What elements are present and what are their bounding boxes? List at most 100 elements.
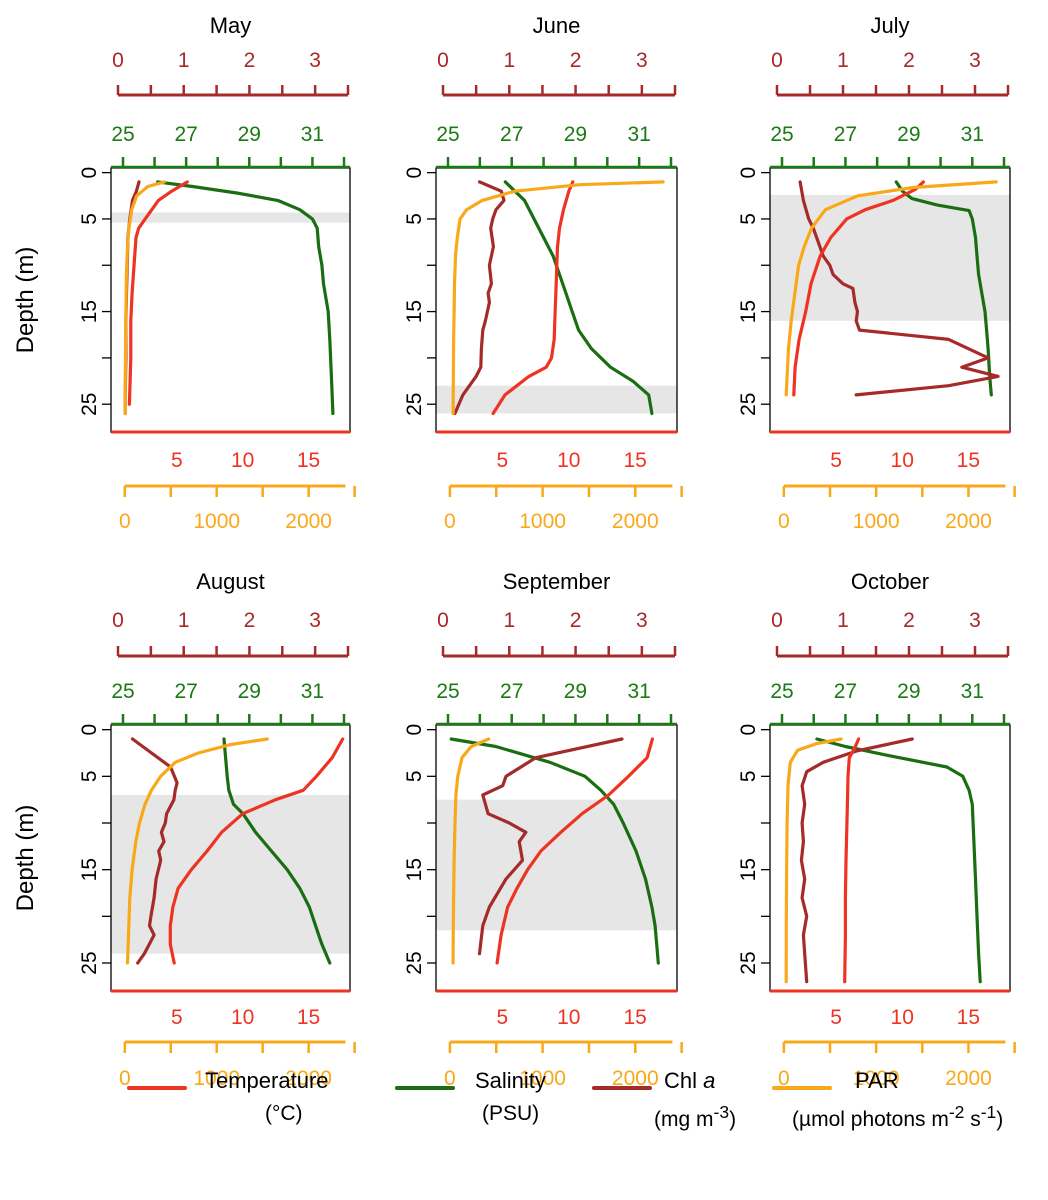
- panel-october-chl-tick-label: 2: [903, 609, 915, 632]
- panel-july-salinity-line: [894, 180, 993, 397]
- panel-june-salinity-tick-label: 27: [500, 123, 523, 146]
- panel-october-depth-tick-label: 0: [737, 724, 760, 736]
- panel-september-salinity-tick-label: 27: [500, 680, 523, 703]
- panel-september-chl-tick-label: 2: [570, 609, 582, 632]
- panel-july-par-tick-label: 1000: [853, 510, 900, 533]
- panel-july-chl-tick-label: 2: [903, 49, 915, 72]
- panel-september-depth-tick-label: 25: [403, 951, 426, 974]
- legend-unit-temperature: (°C): [265, 1102, 303, 1125]
- legend-name-chl: Chl a: [664, 1068, 716, 1093]
- panel-june-par-tick-label: 1000: [519, 510, 566, 533]
- panel-july-par-tick-label: 2000: [945, 510, 992, 533]
- panel-may-chl-tick-label: 0: [112, 49, 124, 72]
- panel-july-chl-tick-label: 1: [837, 49, 849, 72]
- panel-august-par-tick-label: 2000: [285, 1067, 332, 1090]
- panel-october-depth-tick-label: 25: [737, 951, 760, 974]
- panel-june-par-tick-label: 0: [444, 510, 456, 533]
- panel-october-salinity-tick-label: 31: [961, 680, 984, 703]
- panel-may-chl-tick-label: 2: [244, 49, 256, 72]
- panel-august-depth-tick-label: 15: [78, 858, 101, 881]
- panel-october-par-tick-label: 1000: [853, 1067, 900, 1090]
- panel-june-chl-tick-label: 1: [503, 49, 515, 72]
- panel-june-salinity-line: [503, 180, 654, 416]
- legend-swatch-par: [772, 1086, 832, 1090]
- panel-may-par-tick-label: 0: [119, 510, 131, 533]
- panel-october-chl-tick-label: 1: [837, 609, 849, 632]
- panel-september-depth-tick-label: 5: [403, 770, 426, 782]
- panel-october-salinity-tick-label: 27: [834, 680, 857, 703]
- panel-october-temperature-line: [843, 737, 861, 984]
- panel-october-par-tick-label: 0: [778, 1067, 790, 1090]
- panel-september-temperature-tick-label: 10: [557, 1006, 580, 1029]
- panel-may-temperature-line: [127, 180, 189, 406]
- legend-swatch-chl: [592, 1086, 652, 1090]
- panel-june-shaded-band: [436, 385, 677, 414]
- panel-july-chl-tick-label: 3: [969, 49, 981, 72]
- legend-swatch-temperature: [127, 1086, 187, 1090]
- panel-august-salinity-line: [222, 737, 332, 965]
- panel-september-salinity-tick-label: 29: [564, 680, 587, 703]
- panel-june-title: June: [533, 13, 581, 38]
- panel-june-chl-tick-label: 0: [437, 49, 449, 72]
- panel-may-temperature-tick-label: 15: [297, 449, 320, 472]
- panel-august-chl-tick-label: 2: [244, 609, 256, 632]
- panel-september-temperature-tick-label: 5: [497, 1006, 509, 1029]
- panel-september-depth-tick-label: 0: [403, 724, 426, 736]
- panel-may-depth-tick-label: 15: [78, 300, 101, 323]
- panel-august-temperature-line: [168, 737, 345, 965]
- panel-july-chl-tick-label: 0: [771, 49, 783, 72]
- panel-october-temperature-tick-label: 15: [957, 1006, 980, 1029]
- panel-september-salinity-line: [449, 737, 660, 965]
- panel-may-frame: [110, 167, 351, 433]
- panel-july-temperature-tick-label: 10: [891, 449, 914, 472]
- panel-august-salinity-tick-label: 27: [174, 680, 197, 703]
- panel-july-salinity-tick-label: 29: [897, 123, 920, 146]
- panel-may-depth-tick-label: 25: [78, 393, 101, 416]
- panel-september-title: September: [503, 569, 611, 594]
- panel-july-par-line: [784, 180, 998, 397]
- panel-may-title: May: [210, 13, 252, 38]
- panel-june-temperature-tick-label: 15: [623, 449, 646, 472]
- panel-august-temperature-tick-label: 10: [231, 1006, 254, 1029]
- panel-september-salinity-tick-label: 25: [436, 680, 459, 703]
- panel-september-shaded-band: [436, 799, 677, 931]
- panel-august-chl-tick-label: 0: [112, 609, 124, 632]
- panel-may-salinity-tick-label: 27: [174, 123, 197, 146]
- panel-september-par-tick-label: 1000: [519, 1067, 566, 1090]
- panel-june-salinity-tick-label: 29: [564, 123, 587, 146]
- panel-october-depth-tick-label: 15: [737, 858, 760, 881]
- panel-august-depth-axis-label: Depth (m): [12, 805, 39, 912]
- panel-july-depth-tick-label: 0: [737, 167, 760, 179]
- panel-june-temperature-line: [491, 180, 575, 416]
- panel-september-chl-tick-label: 1: [503, 609, 515, 632]
- panel-may-temperature-tick-label: 10: [231, 449, 254, 472]
- panel-september-chl-tick-label: 3: [636, 609, 648, 632]
- panel-july-depth-tick-label: 15: [737, 300, 760, 323]
- panel-may-par-tick-label: 2000: [285, 510, 332, 533]
- panel-august-chl-tick-label: 1: [178, 609, 190, 632]
- panel-october-chl-tick-label: 0: [771, 609, 783, 632]
- panel-september-salinity-tick-label: 31: [627, 680, 650, 703]
- panel-may-salinity-tick-label: 29: [238, 123, 261, 146]
- panel-august-salinity-tick-label: 29: [238, 680, 261, 703]
- panel-july-par-tick-label: 0: [778, 510, 790, 533]
- panel-june-par-tick-label: 2000: [612, 510, 659, 533]
- panel-august-par-tick-label: 0: [119, 1067, 131, 1090]
- legend-unit-chl: (mg m-3): [654, 1102, 737, 1131]
- panel-september-temperature-tick-label: 15: [623, 1006, 646, 1029]
- panel-june-chl-tick-label: 2: [570, 49, 582, 72]
- panel-may-depth-tick-label: 5: [78, 213, 101, 225]
- panel-september-par-tick-label: 2000: [612, 1067, 659, 1090]
- panel-june-depth-tick-label: 5: [403, 213, 426, 225]
- panel-july-temperature-tick-label: 5: [830, 449, 842, 472]
- panel-may-chl-tick-label: 3: [309, 49, 321, 72]
- panel-september-par-line: [451, 737, 491, 965]
- panel-july-salinity-tick-label: 31: [961, 123, 984, 146]
- panel-august-salinity-tick-label: 25: [111, 680, 134, 703]
- panel-september-temperature-line: [495, 737, 655, 965]
- panel-october-depth-tick-label: 5: [737, 770, 760, 782]
